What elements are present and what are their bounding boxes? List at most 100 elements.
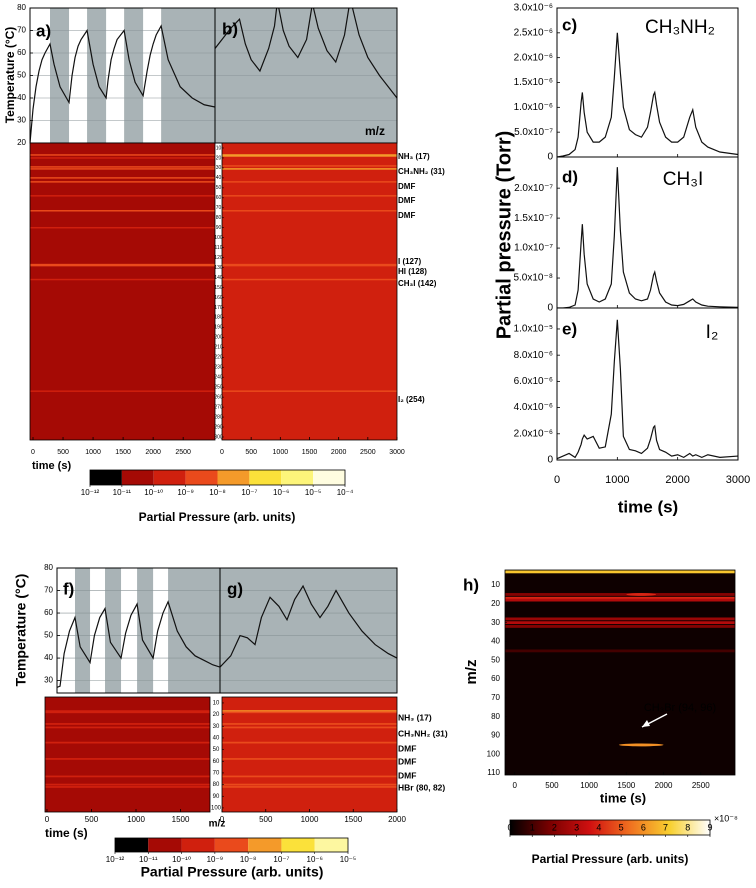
- annotation: HI (128): [398, 267, 427, 276]
- y-tick-label: 60: [216, 195, 222, 201]
- y-tick-label: 90: [491, 731, 500, 740]
- data-line: [57, 600, 220, 688]
- y-tick-label: 30: [17, 116, 26, 125]
- colorbar-tick-label: 10⁻⁶: [273, 488, 289, 497]
- y-tick-label: 170: [214, 305, 223, 311]
- y-tick-label: 120: [214, 255, 223, 261]
- heatmap-row: [505, 596, 735, 600]
- y-tick-label: 240: [214, 375, 223, 381]
- x-tick-label: 0: [554, 474, 560, 486]
- y-tick-label: 270: [214, 404, 223, 410]
- heatmap-row: [45, 710, 210, 712]
- y-tick-label: 5.0x10⁻⁷: [514, 127, 553, 138]
- annotation: DMF: [398, 770, 416, 780]
- annotation: NH₃ (17): [398, 712, 432, 722]
- annotation: I (127): [398, 257, 421, 266]
- x-tick-label: 1000: [580, 781, 598, 790]
- y-tick-label: 110: [487, 768, 500, 777]
- span: [57, 568, 75, 693]
- heatmap-row: [30, 157, 215, 159]
- x-tick-label: 1500: [302, 449, 318, 456]
- y-tick-label: 2.0x10⁻⁶: [514, 428, 553, 439]
- annotation: DMF: [398, 756, 416, 766]
- y-tick-label: 10: [213, 701, 220, 707]
- y-tick-label: 60: [491, 674, 500, 683]
- colorbar-tick-label: 1: [530, 822, 535, 832]
- span: [90, 568, 106, 693]
- y-tick-label: 290: [214, 424, 223, 430]
- colorbar-tick-label: 6: [641, 822, 646, 832]
- heatmap-row: [222, 195, 397, 197]
- x-tick-label: 1500: [115, 449, 131, 456]
- heatmap-row: [222, 783, 397, 786]
- annotation: CH₃NH₂ (31): [398, 728, 448, 738]
- y-tick-label: 220: [214, 355, 223, 361]
- y-tick-label: 40: [17, 93, 26, 102]
- x-tick-label: 500: [245, 449, 257, 456]
- y-tick-label: 80: [17, 3, 26, 12]
- heatmap-row: [45, 723, 210, 725]
- annotation: DMF: [398, 743, 416, 753]
- y-axis-label: Temperature (°C): [13, 574, 29, 687]
- colorbar-tick-label: 10⁻¹¹: [139, 855, 158, 864]
- data-line: [220, 584, 397, 668]
- x-tick-label: 0: [220, 449, 224, 456]
- heatmap-row: [222, 155, 397, 157]
- y-tick-label: 50: [213, 747, 220, 753]
- colorbar-segment: [217, 470, 250, 485]
- y-tick-label: 100: [214, 235, 223, 241]
- y-tick-label: 70: [44, 586, 53, 595]
- y-tick-label: 100: [211, 805, 222, 811]
- y-tick-label: 8.0x10⁻⁶: [514, 350, 553, 361]
- heatmap-row: [30, 154, 215, 156]
- y-tick-label: 80: [213, 782, 220, 788]
- y-tick-label: 2.5x10⁻⁶: [514, 27, 553, 38]
- x-tick-label: 500: [259, 815, 273, 824]
- y-tick-label: 2.0x10⁻⁶: [514, 52, 553, 63]
- heatmap-row: [30, 195, 215, 197]
- heatmap-row: [30, 263, 215, 266]
- colorbar-tick-label: 10⁻⁹: [207, 855, 224, 864]
- colorbar-segment: [248, 838, 282, 852]
- colorbar-segment: [115, 838, 149, 852]
- x-axis-label: time (s): [32, 460, 71, 472]
- y-tick-label: 100: [487, 749, 501, 758]
- data-line: [557, 319, 738, 460]
- x-tick-label: 3000: [726, 474, 750, 486]
- colorbar-segment: [90, 470, 122, 485]
- y-tick-label: 40: [216, 175, 222, 181]
- x-tick-label: 500: [57, 449, 69, 456]
- colorbar-tick-label: 10⁻¹¹: [113, 488, 132, 497]
- y-tick-label: 150: [214, 285, 223, 291]
- y-tick-label: 30: [491, 618, 500, 627]
- colorbar-tick-label: 10⁻¹²: [81, 488, 100, 497]
- colorbar-segment: [314, 838, 348, 852]
- x-tick-label: 1000: [301, 815, 319, 824]
- plot-frame: [29, 142, 216, 441]
- x-tick-label: 1000: [605, 474, 629, 486]
- y-tick-label: 10: [216, 145, 222, 151]
- y-tick-label: 6.0x10⁻⁶: [514, 376, 553, 387]
- heatmap-row: [45, 726, 210, 729]
- x-tick-label: 2000: [655, 781, 673, 790]
- colorbar-tick-label: 10⁻⁸: [240, 855, 257, 864]
- y-tick-label: 0: [547, 303, 553, 314]
- plot-frame: [556, 307, 739, 461]
- y-tick-label: 80: [491, 712, 500, 721]
- y-axis-label: Temperature (°C): [3, 27, 17, 124]
- x-axis-label: time (s): [618, 497, 678, 516]
- y-tick-label: 30: [216, 165, 222, 171]
- x-tick-label: 0: [31, 449, 35, 456]
- chart-title: CH₃NH₂: [645, 17, 715, 38]
- colorbar-tick-label: 3: [574, 822, 579, 832]
- x-tick-label: 1500: [344, 815, 362, 824]
- y-tick-label: 200: [214, 335, 223, 341]
- x-tick-label: 1000: [127, 815, 145, 824]
- colorbar-segment: [313, 470, 345, 485]
- heatmap-row: [222, 390, 397, 392]
- colorbar-segment: [249, 470, 282, 485]
- colorbar-segment: [121, 470, 154, 485]
- heatmap-row: [222, 165, 397, 167]
- heatmap-background: [222, 143, 397, 440]
